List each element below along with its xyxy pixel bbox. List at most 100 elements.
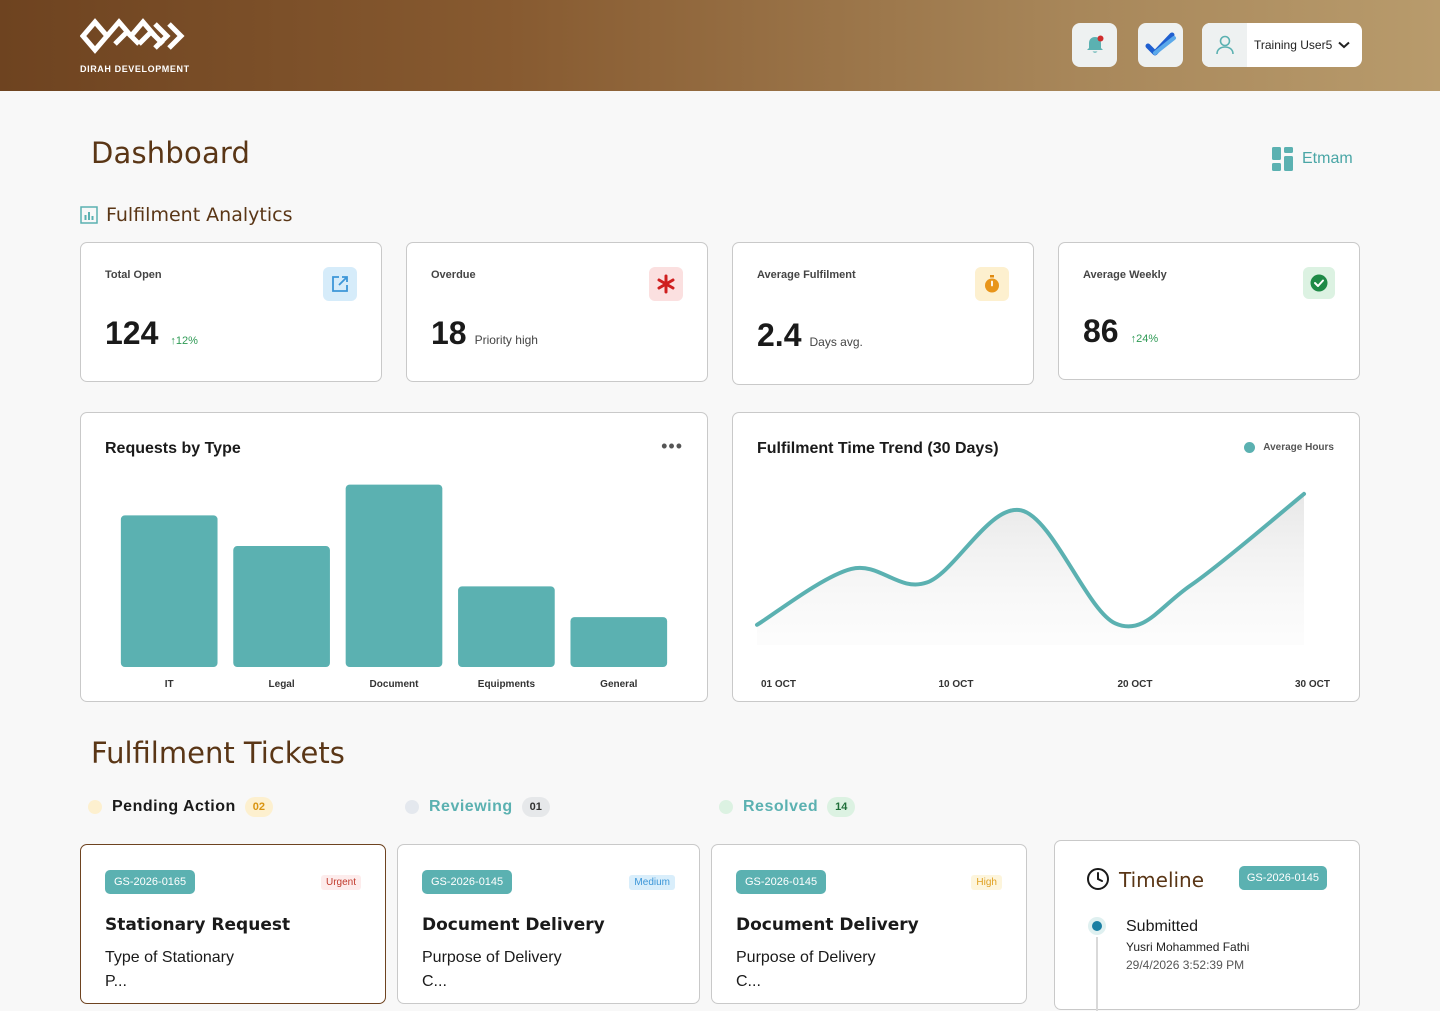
double-check-icon (1145, 32, 1176, 56)
ticket-field-value: P... (105, 973, 127, 990)
bar-document[interactable] (345, 484, 443, 667)
priority-badge: High (971, 875, 1002, 890)
priority-badge: Urgent (320, 875, 361, 890)
external-link-icon (323, 267, 357, 301)
tab-label: Resolved (743, 798, 819, 815)
bar-it[interactable] (120, 515, 218, 667)
tasks-button[interactable] (1138, 23, 1183, 67)
analytics-icon (80, 206, 98, 224)
chart-legend: Average Hours (1244, 442, 1334, 453)
timeline-line (1096, 937, 1098, 1011)
stat-value: 124 (105, 315, 159, 351)
tab-count-badge: 02 (244, 797, 273, 817)
clock-icon (1087, 868, 1109, 890)
priority-badge: Medium (629, 875, 675, 890)
legend-swatch (1244, 442, 1256, 453)
avatar (1202, 23, 1247, 67)
stat-sub: Days avg. (809, 335, 863, 349)
stat-card-average-fulfilment[interactable]: Average Fulfilment 2.4 Days avg. (732, 242, 1034, 385)
ticket-title: Stationary Request (105, 915, 291, 935)
x-tick-label: 20 OCT (1117, 679, 1152, 690)
chart-title: Fulfilment Time Trend (30 Days) (757, 440, 999, 457)
stat-label: Average Weekly (1083, 269, 1167, 281)
brand-name: DIRAH DEVELOPMENT (80, 64, 190, 74)
logo-mark-icon (80, 18, 185, 54)
user-icon (1215, 35, 1234, 55)
ticket-field: Type of Stationary (105, 949, 234, 966)
etmam-link[interactable]: Etmam (1272, 147, 1353, 171)
ticket-title: Document Delivery (422, 915, 605, 935)
asterisk-icon (649, 267, 683, 301)
timeline-node (1088, 917, 1106, 935)
fulfilment-trend-card: Fulfilment Time Trend (30 Days) Average … (732, 412, 1360, 702)
stat-label: Total Open (105, 269, 162, 281)
line-chart: 01 OCT 10 OCT 20 OCT 30 OCT (755, 491, 1330, 690)
ticket-card[interactable]: GS-2026-0145 Medium Document Delivery Pu… (397, 844, 700, 1004)
timeline-event: Submitted (1126, 918, 1199, 935)
bar-general[interactable] (570, 617, 668, 667)
analytics-title: Fulfilment Analytics (106, 204, 293, 226)
stat-value: 2.4 (757, 317, 802, 353)
chart-title: Requests by Type (105, 440, 241, 457)
ticket-id-badge: GS-2026-0145 (736, 870, 827, 894)
tab-resolved[interactable]: Resolved 14 (719, 797, 856, 817)
ticket-card[interactable]: GS-2026-0145 High Document Delivery Purp… (711, 844, 1027, 1004)
stat-label: Overdue (431, 269, 476, 281)
timeline-date: 29/4/2026 3:52:39 PM (1126, 958, 1245, 972)
timeline-panel: Timeline GS-2026-0145 Submitted Yusri Mo… (1054, 840, 1360, 1011)
check-circle-icon (1303, 267, 1335, 299)
user-menu[interactable]: Training User5 (1202, 23, 1362, 67)
stat-card-average-weekly[interactable]: Average Weekly 86 ↑24% (1058, 242, 1360, 380)
stat-value-row: 2.4 Days avg. (757, 317, 863, 354)
tab-count-badge: 01 (521, 797, 550, 817)
bar-equipments[interactable] (458, 586, 555, 667)
tab-label: Pending Action (112, 798, 236, 815)
stat-value: 86 (1083, 313, 1119, 349)
brand-logo[interactable]: DIRAH DEVELOPMENT (80, 16, 192, 76)
ticket-card[interactable]: GS-2026-0165 Urgent Stationary Request T… (80, 844, 386, 1004)
x-tick-label: General (600, 679, 637, 690)
stat-value: 18 (431, 315, 467, 351)
series-area (757, 493, 1304, 645)
ticket-id-badge: GS-2026-0165 (105, 870, 196, 894)
series-line-average-hours[interactable] (755, 491, 1306, 629)
x-tick-label: 10 OCT (938, 679, 973, 690)
grid-layout-icon (1272, 147, 1293, 171)
tab-label: Reviewing (429, 798, 513, 815)
x-tick-label: Legal (269, 679, 295, 690)
tab-count-badge: 14 (827, 797, 856, 817)
stat-sub: Priority high (474, 333, 538, 347)
timeline-title: Timeline (1119, 868, 1205, 892)
status-dot (719, 800, 733, 814)
etmam-label: Etmam (1302, 150, 1353, 167)
x-tick-label: Document (370, 679, 420, 690)
stat-trend: ↑24% (1130, 333, 1159, 345)
stopwatch-icon (975, 267, 1009, 301)
stat-value-row: 86 ↑24% (1083, 313, 1158, 350)
tickets-section-title: Fulfilment Tickets (91, 736, 345, 770)
more-options-icon[interactable]: ••• (661, 436, 683, 456)
tab-pending-action[interactable]: Pending Action 02 (88, 797, 273, 817)
x-tick-label: Equipments (478, 679, 536, 690)
chevron-down-icon (1338, 41, 1350, 49)
requests-by-type-card: Requests by Type ••• IT Legal Document Equi… (80, 412, 708, 702)
stat-trend: ↑12% (170, 335, 198, 347)
stat-card-overdue[interactable]: Overdue 18 Priority high (406, 242, 708, 382)
ticket-field: Purpose of Delivery (422, 949, 562, 966)
x-tick-label: 01 OCT (761, 679, 796, 690)
stat-value-row: 124 ↑12% (105, 315, 198, 352)
bar-legal[interactable] (233, 546, 330, 667)
status-dot (405, 800, 419, 814)
ticket-title: Document Delivery (736, 915, 919, 935)
bell-icon (1086, 35, 1103, 53)
x-tick-label: IT (165, 679, 174, 690)
legend-label: Average Hours (1263, 442, 1334, 453)
ticket-id-badge: GS-2026-0145 (1238, 866, 1327, 890)
timeline-person: Yusri Mohammed Fathi (1126, 940, 1250, 954)
ticket-field-value: C... (736, 973, 761, 990)
x-tick-label: 30 OCT (1295, 679, 1330, 690)
top-header: DIRAH DEVELOPMENT Training User5 (0, 0, 1440, 91)
tab-reviewing[interactable]: Reviewing 01 (405, 797, 550, 817)
stat-card-total-open[interactable]: Total Open 124 ↑12% (80, 242, 382, 382)
notifications-button[interactable] (1072, 23, 1117, 67)
